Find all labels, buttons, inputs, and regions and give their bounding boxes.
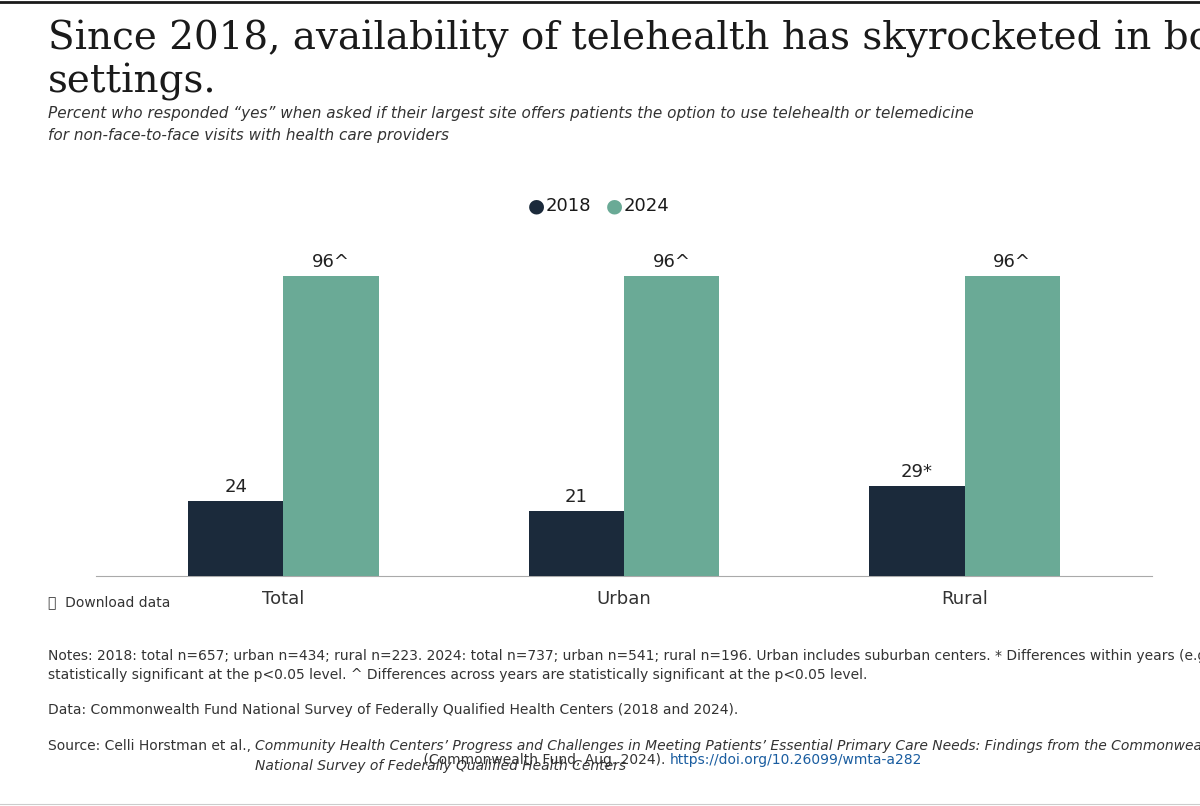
- Text: 96^: 96^: [312, 253, 350, 271]
- Text: 21: 21: [565, 488, 588, 506]
- Text: https://doi.org/10.26099/wmta-a282: https://doi.org/10.26099/wmta-a282: [670, 754, 923, 767]
- Text: ●: ●: [606, 196, 623, 215]
- Text: Data: Commonwealth Fund National Survey of Federally Qualified Health Centers (2: Data: Commonwealth Fund National Survey …: [48, 703, 738, 717]
- Bar: [869, 485, 965, 576]
- Text: Since 2018, availability of telehealth has skyrocketed in both urban and rural: Since 2018, availability of telehealth h…: [48, 20, 1200, 58]
- Text: ⤓  Download data: ⤓ Download data: [48, 595, 170, 609]
- Bar: [188, 501, 283, 576]
- Text: Percent who responded “yes” when asked if their largest site offers patients the: Percent who responded “yes” when asked i…: [48, 106, 973, 143]
- Text: ●: ●: [528, 196, 545, 215]
- Text: Source: Celli Horstman et al.,: Source: Celli Horstman et al.,: [48, 739, 256, 753]
- Bar: [965, 276, 1060, 576]
- Bar: [283, 276, 379, 576]
- Text: settings.: settings.: [48, 63, 217, 101]
- Text: Community Health Centers’ Progress and Challenges in Meeting Patients’ Essential: Community Health Centers’ Progress and C…: [256, 739, 1200, 773]
- Text: 29*: 29*: [901, 463, 932, 481]
- Text: Notes: 2018: total n=657; urban n=434; rural n=223. 2024: total n=737; urban n=5: Notes: 2018: total n=657; urban n=434; r…: [48, 649, 1200, 683]
- Text: 96^: 96^: [653, 253, 691, 271]
- Bar: [624, 276, 719, 576]
- Text: 2024: 2024: [624, 197, 670, 214]
- Text: (Commonwealth Fund, Aug. 2024).: (Commonwealth Fund, Aug. 2024).: [419, 754, 670, 767]
- Text: 2018: 2018: [546, 197, 592, 214]
- Text: 96^: 96^: [994, 253, 1031, 271]
- Bar: [529, 510, 624, 576]
- Text: 24: 24: [224, 479, 247, 496]
